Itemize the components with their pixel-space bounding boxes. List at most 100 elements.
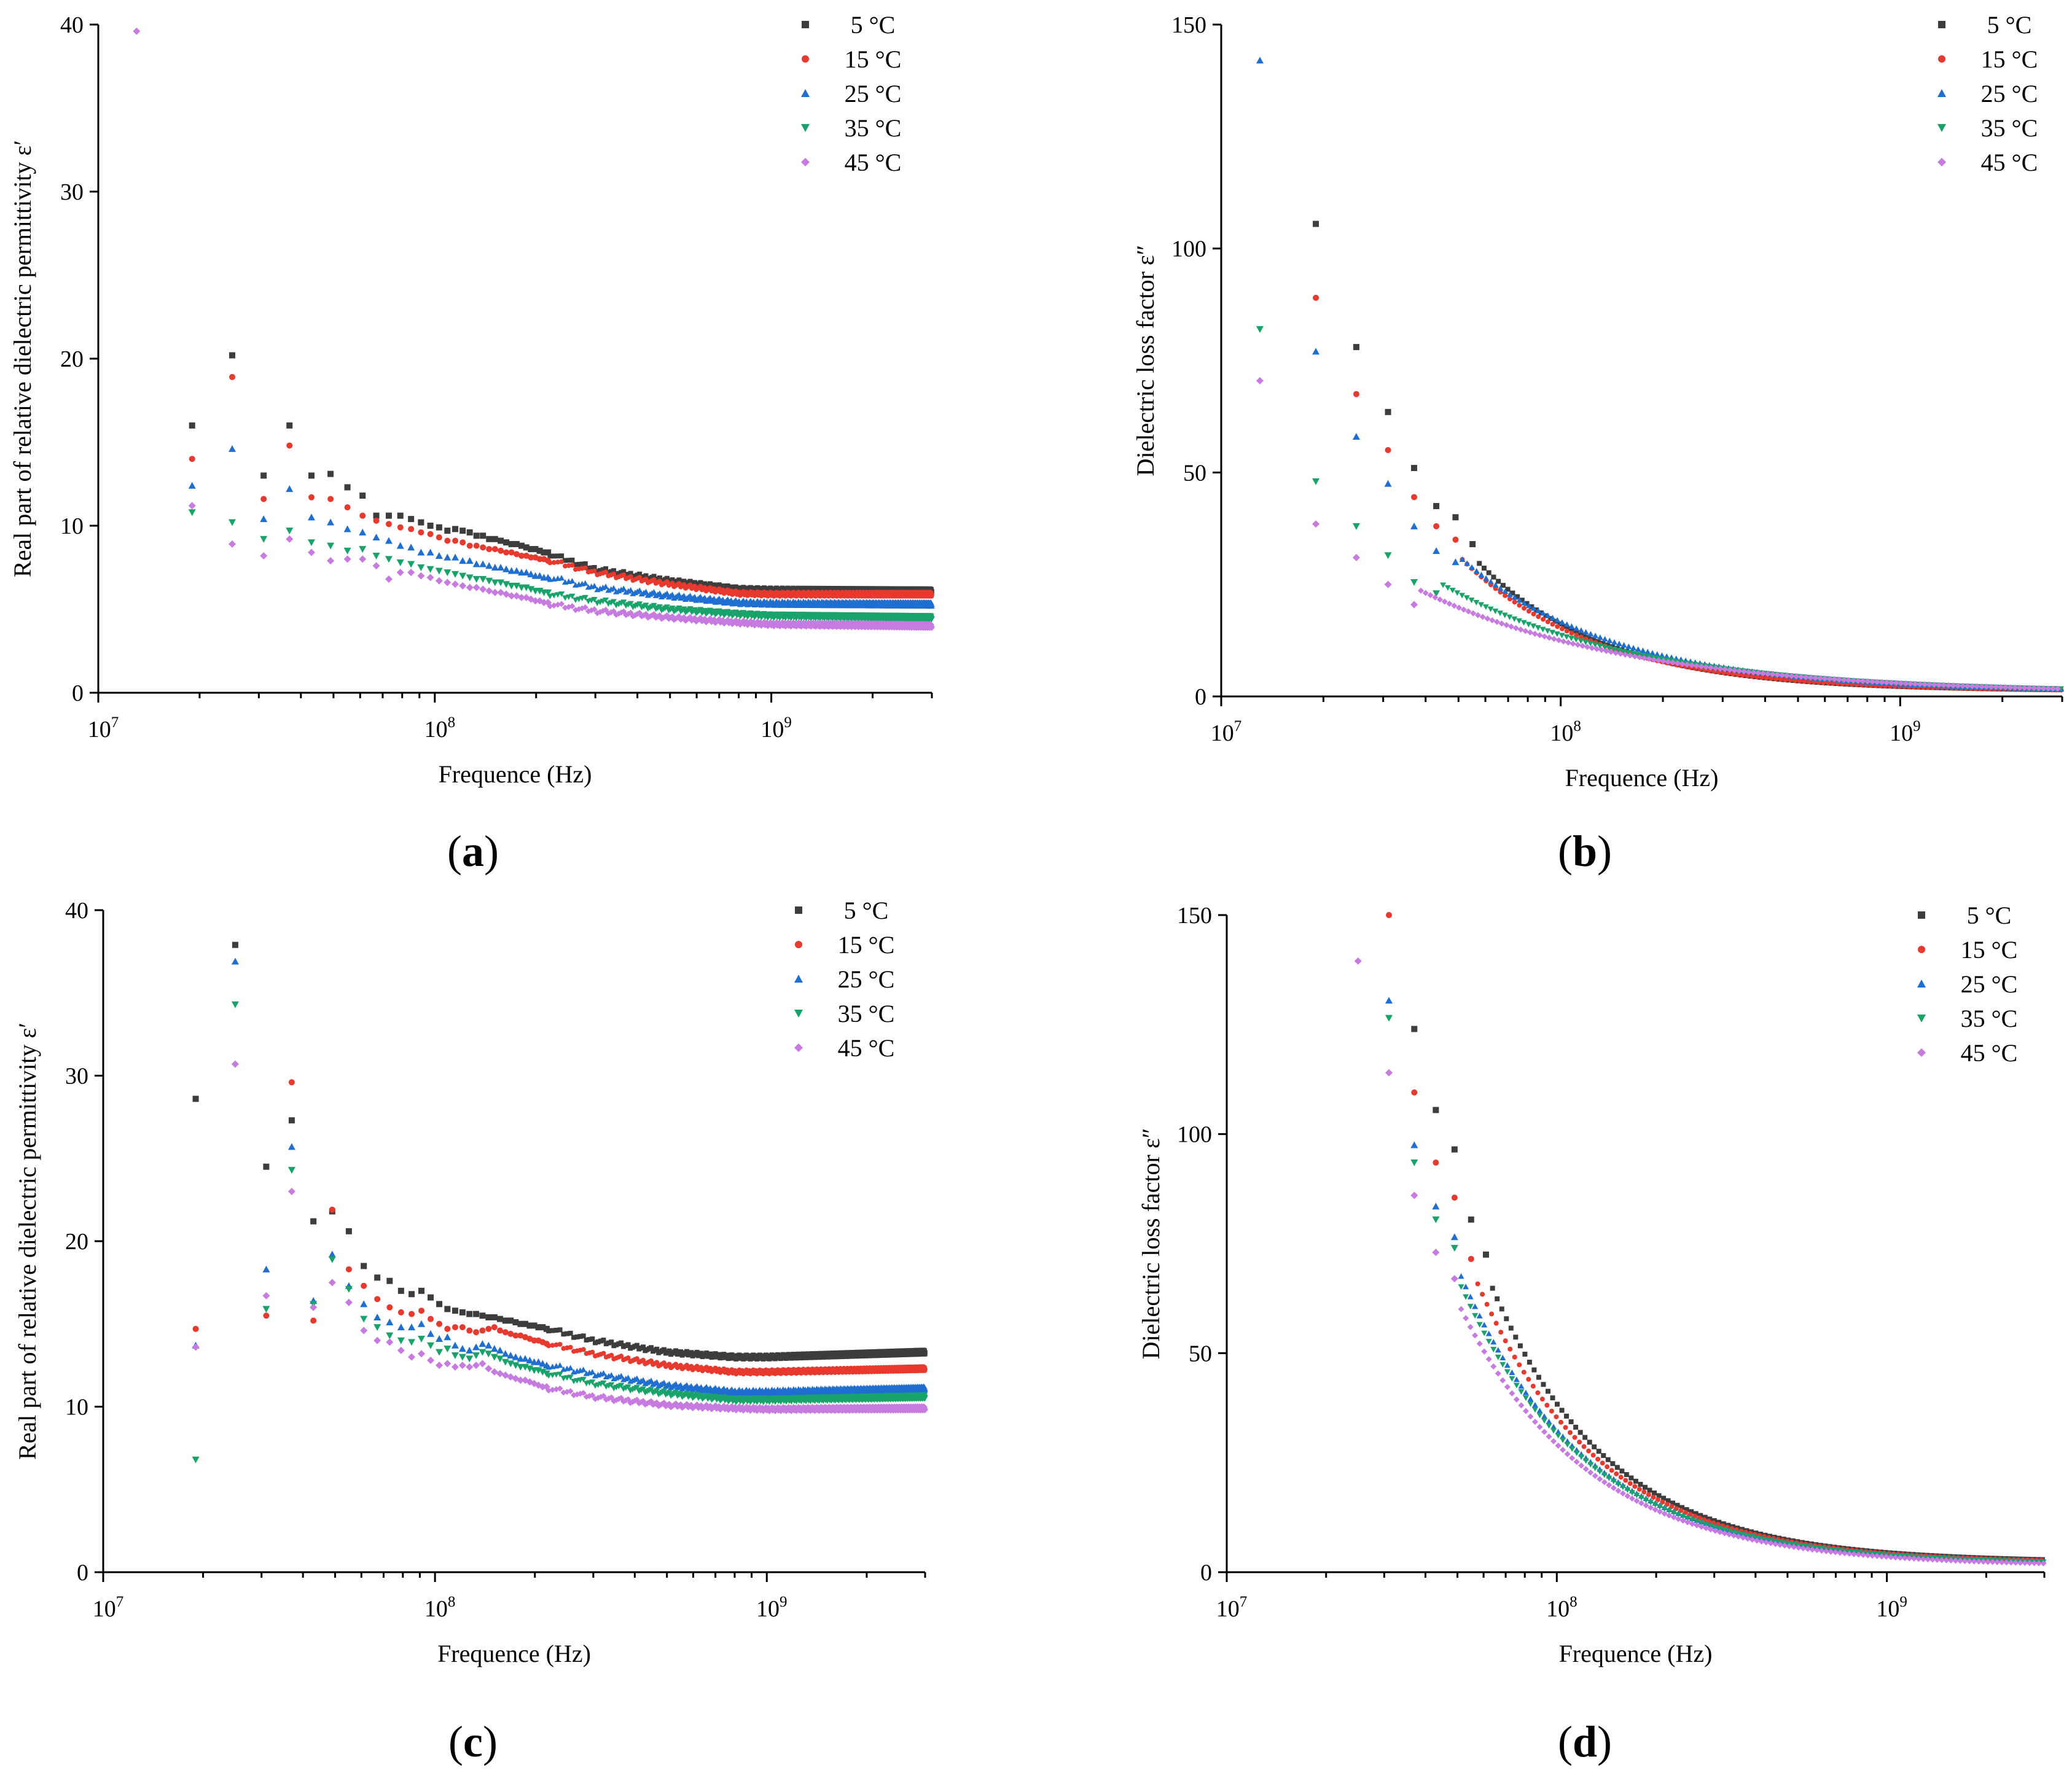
data-point [386, 1304, 393, 1311]
data-point [582, 580, 588, 586]
data-point [418, 519, 424, 526]
y-tick-label: 40 [60, 12, 84, 38]
data-point [1554, 631, 1560, 637]
data-point [606, 1340, 612, 1346]
data-point [508, 540, 515, 547]
data-point [643, 576, 649, 582]
data-point [373, 512, 380, 519]
data-point [1410, 522, 1418, 529]
data-point [512, 1332, 519, 1339]
data-point [684, 1349, 690, 1354]
data-point [1651, 657, 1657, 663]
data-point [345, 1286, 353, 1293]
data-point [1498, 620, 1505, 627]
data-point [1482, 604, 1489, 610]
data-point [228, 445, 236, 452]
data-point [1492, 608, 1499, 614]
data-point [648, 1345, 654, 1350]
data-point [288, 1117, 295, 1124]
data-point [601, 1338, 606, 1343]
data-point [620, 599, 627, 606]
data-point [385, 512, 392, 519]
data-point [1597, 634, 1603, 640]
data-point [1511, 616, 1518, 622]
data-point [619, 1354, 624, 1359]
data-point [507, 1351, 515, 1358]
data-point [627, 587, 634, 593]
data-point [426, 1330, 434, 1337]
data-point [663, 604, 670, 610]
data-point [372, 562, 380, 570]
data-point [1574, 641, 1581, 648]
data-point [409, 1291, 415, 1298]
data-point [565, 594, 572, 601]
x-tick-label: 108 [1550, 718, 1581, 746]
data-point [619, 1340, 624, 1346]
data-point [472, 576, 480, 583]
data-point [1352, 553, 1360, 561]
data-point [1536, 632, 1543, 639]
data-point [1898, 680, 1904, 687]
data-point [503, 549, 510, 556]
data-point [1693, 663, 1700, 669]
data-point [507, 567, 515, 574]
data-point [1530, 623, 1537, 629]
series-c-2 [192, 957, 928, 1397]
data-point [620, 585, 627, 591]
data-point [1422, 590, 1429, 596]
data-point [673, 1348, 679, 1354]
data-point [1883, 679, 1890, 686]
data-point [1384, 552, 1392, 559]
data-point [1616, 641, 1622, 647]
data-point [1544, 612, 1551, 618]
data-point [418, 1307, 425, 1314]
data-point [466, 574, 474, 582]
data-point [694, 1349, 700, 1355]
data-point [711, 582, 717, 588]
data-point [1708, 664, 1714, 671]
data-point [1816, 675, 1823, 682]
data-point [531, 597, 539, 605]
data-point [531, 1337, 538, 1344]
data-point [595, 569, 600, 574]
data-point [1974, 683, 1980, 690]
data-point [2016, 684, 2023, 691]
data-point [396, 569, 404, 577]
data-point [928, 623, 935, 630]
data-point [1491, 574, 1496, 580]
data-point [192, 1325, 199, 1332]
data-point [1893, 680, 1899, 687]
data-point [512, 1319, 519, 1326]
data-point [640, 1386, 647, 1392]
data-point [427, 1294, 434, 1301]
data-point [592, 568, 597, 574]
data-point [1917, 680, 1923, 687]
data-point [1587, 631, 1594, 637]
legend: 5 °C15 °C25 °C35 °C45 °C [1937, 11, 2038, 176]
data-point [359, 555, 367, 563]
data-point [1454, 590, 1461, 596]
data-point [345, 1228, 352, 1234]
data-point [513, 540, 520, 547]
data-point [606, 570, 611, 575]
y-tick-label: 0 [72, 680, 84, 706]
data-point [1487, 606, 1494, 612]
y-tick-label: 0 [77, 1560, 88, 1586]
data-point [1541, 633, 1548, 640]
data-point [1581, 633, 1587, 638]
data-point [1869, 678, 1876, 685]
y-axis-title: Dielectric loss factor ε″ [1132, 245, 1159, 477]
data-point [466, 583, 474, 591]
data-point [1531, 611, 1536, 617]
data-point [1554, 617, 1561, 623]
data-point [485, 1314, 492, 1320]
data-point [1945, 682, 1952, 688]
data-point [507, 582, 515, 590]
data-point [1592, 633, 1599, 639]
data-point [603, 598, 609, 604]
data-point [452, 553, 459, 561]
data-point [600, 567, 606, 572]
legend-marker [802, 21, 809, 28]
data-point [657, 579, 662, 584]
